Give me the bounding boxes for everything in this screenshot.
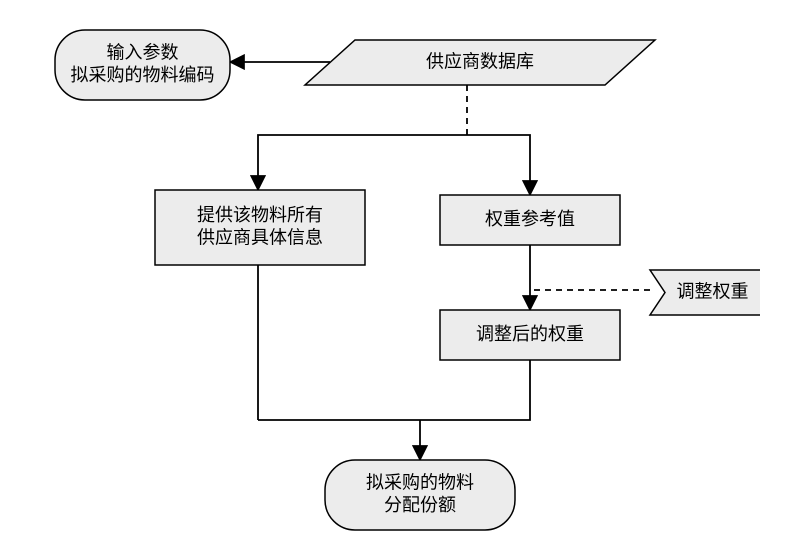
node-input_param: 输入参数拟采购的物料编码 <box>55 30 230 100</box>
edge <box>258 360 530 420</box>
node-adjust_weight_tag: 调整权重 <box>650 270 760 315</box>
node-supplier_info-line0: 提供该物料所有 <box>197 205 323 225</box>
node-output_alloc-line0: 拟采购的物料 <box>366 473 474 493</box>
node-weight_ref-line0: 权重参考值 <box>485 209 575 229</box>
node-weight_ref: 权重参考值 <box>440 195 620 245</box>
node-supplier_info: 提供该物料所有供应商具体信息 <box>155 190 365 265</box>
node-adjusted_weight: 调整后的权重 <box>440 310 620 360</box>
node-supplier_info-line1: 供应商具体信息 <box>197 228 323 248</box>
edge <box>258 135 467 190</box>
node-input_param-line0: 输入参数 <box>107 43 179 63</box>
node-supplier_db-line0: 供应商数据库 <box>426 51 534 71</box>
node-supplier_db: 供应商数据库 <box>305 40 655 85</box>
edge <box>467 135 530 195</box>
node-adjust_weight_tag-line0: 调整权重 <box>677 281 749 301</box>
flowchart-diagram: 输入参数拟采购的物料编码 供应商数据库提供该物料所有供应商具体信息 权重参考值调整权… <box>0 0 800 550</box>
node-adjusted_weight-line0: 调整后的权重 <box>476 324 584 344</box>
node-output_alloc-line1: 分配份额 <box>384 495 456 515</box>
node-output_alloc: 拟采购的物料分配份额 <box>325 460 515 530</box>
node-input_param-line1: 拟采购的物料编码 <box>71 65 215 85</box>
